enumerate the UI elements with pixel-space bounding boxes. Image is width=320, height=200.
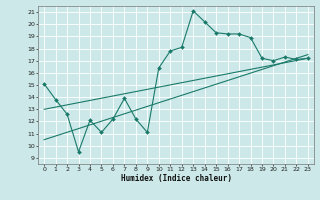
X-axis label: Humidex (Indice chaleur): Humidex (Indice chaleur) bbox=[121, 174, 231, 183]
